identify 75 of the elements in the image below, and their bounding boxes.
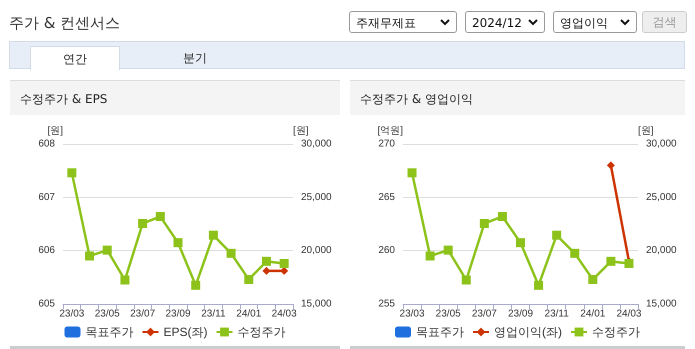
text: 분기 bbox=[182, 50, 208, 67]
point bbox=[624, 258, 634, 268]
text: 영업이익 bbox=[553, 11, 637, 33]
legend-label: 수정주가 bbox=[592, 325, 640, 339]
legend-label: 목표주가 bbox=[86, 325, 134, 339]
y-tick-label: 606 bbox=[38, 245, 56, 256]
point bbox=[156, 212, 165, 222]
legend-label: 목표주가 bbox=[416, 325, 464, 339]
y2-tick-label: 15,000 bbox=[646, 298, 678, 310]
text: 2024/12 bbox=[465, 11, 545, 33]
point bbox=[191, 280, 200, 290]
point bbox=[534, 280, 544, 290]
point bbox=[570, 248, 580, 258]
point bbox=[444, 246, 453, 255]
y2-axis-title: [원] bbox=[293, 126, 309, 136]
point bbox=[208, 230, 218, 240]
point bbox=[120, 276, 130, 284]
x-tick-label: 24/01 bbox=[236, 308, 262, 320]
point bbox=[516, 238, 525, 248]
y-tick-label: 607 bbox=[38, 192, 56, 203]
x-tick-label: 23/03 bbox=[400, 308, 425, 320]
x-tick-label: 23/11 bbox=[201, 308, 226, 320]
x-tick-label: 23/09 bbox=[508, 308, 534, 320]
legend-label: 영업이익(좌) bbox=[494, 325, 562, 339]
x-tick-label: 24/01 bbox=[580, 308, 606, 320]
text: 연간 bbox=[30, 46, 120, 70]
point bbox=[606, 256, 616, 266]
point bbox=[552, 230, 562, 240]
point bbox=[262, 256, 271, 266]
point bbox=[408, 168, 417, 178]
y-tick-label: 260 bbox=[378, 245, 396, 256]
point bbox=[480, 218, 489, 228]
point bbox=[462, 276, 471, 284]
y2-tick-label: 30,000 bbox=[646, 138, 678, 150]
y-tick-label: 255 bbox=[378, 298, 396, 310]
x-tick-label: 23/11 bbox=[544, 308, 570, 320]
x-tick-label: 23/09 bbox=[165, 308, 191, 320]
y2-tick-label: 30,000 bbox=[301, 138, 332, 150]
point bbox=[138, 218, 148, 228]
point bbox=[67, 168, 76, 178]
x-tick-label: 23/05 bbox=[436, 308, 462, 320]
y2-tick-label: 25,000 bbox=[646, 192, 678, 203]
point bbox=[426, 252, 435, 260]
y2-tick-label: 20,000 bbox=[646, 245, 678, 256]
point bbox=[174, 238, 182, 248]
legend-label: 수정주가 bbox=[238, 325, 286, 339]
y-axis-title: [원] bbox=[47, 126, 64, 136]
text: 검색 bbox=[642, 11, 687, 33]
y-tick-label: 270 bbox=[378, 138, 396, 150]
y2-tick-label: 15,000 bbox=[301, 298, 332, 310]
x-tick-label: 23/05 bbox=[94, 308, 120, 320]
point bbox=[588, 274, 598, 284]
y-tick-label: 265 bbox=[378, 192, 396, 203]
x-tick-label: 23/07 bbox=[130, 308, 156, 320]
x-tick-label: 23/07 bbox=[472, 308, 498, 320]
x-tick-label: 24/03 bbox=[616, 308, 642, 320]
x-tick-label: 24/03 bbox=[272, 308, 298, 320]
y-axis-title: [억원] bbox=[377, 126, 404, 136]
legend-label: EPS(좌) bbox=[164, 325, 208, 339]
y2-tick-label: 20,000 bbox=[301, 245, 332, 256]
point bbox=[498, 212, 507, 222]
point bbox=[280, 258, 289, 268]
chart-title: 수정주가 & EPS bbox=[10, 80, 340, 115]
text: 주재무제표 bbox=[349, 11, 457, 33]
y2-axis-title: [원] bbox=[638, 126, 654, 136]
y-tick-label: 605 bbox=[38, 298, 56, 310]
y-tick-label: 608 bbox=[38, 138, 56, 150]
chart-title: 수정주가 & 영업이익 bbox=[350, 80, 685, 115]
point bbox=[244, 274, 254, 284]
x-tick-label: 23/03 bbox=[59, 308, 85, 320]
point bbox=[226, 248, 236, 258]
y2-tick-label: 25,000 bbox=[301, 192, 332, 203]
text: 주가 & 컨센서스 bbox=[9, 14, 120, 32]
point bbox=[102, 246, 112, 255]
point bbox=[85, 252, 94, 260]
